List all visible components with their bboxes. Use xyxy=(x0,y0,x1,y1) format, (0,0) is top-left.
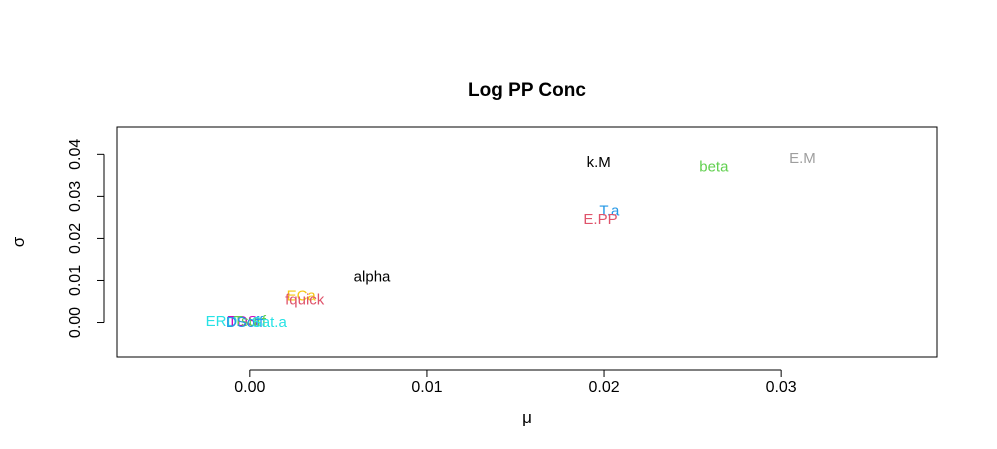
x-tick-label: 0.01 xyxy=(411,379,442,396)
y-tick-label: 0.02 xyxy=(67,223,84,254)
x-axis-label: μ xyxy=(522,408,532,427)
y-tick-label: 0.01 xyxy=(67,265,84,296)
point-label-e-pp: E.PP xyxy=(583,211,617,228)
y-tick-label: 0.03 xyxy=(67,181,84,212)
plot-frame xyxy=(116,126,938,358)
point-label-t-a: T.a xyxy=(599,203,620,220)
y-tick-label: 0.00 xyxy=(67,307,84,338)
point-label-e-m: E.M xyxy=(789,150,816,167)
x-tick-label: 0.00 xyxy=(234,379,265,396)
y-axis: 0.00 0.01 0.02 0.03 0.04 xyxy=(67,139,105,338)
x-tick-label: 0.02 xyxy=(588,379,619,396)
point-label-alpha: alpha xyxy=(354,269,391,286)
y-axis-label: σ xyxy=(9,236,28,247)
point-label-beta: beta xyxy=(699,158,729,175)
point-label-eca: ECa xyxy=(287,288,317,305)
point-label-fquick: fquick xyxy=(285,292,325,309)
point-label-dsoff: DSoff xyxy=(226,314,264,331)
point-label-k-m: k.M xyxy=(587,154,611,171)
chart-title: Log PP Conc xyxy=(468,80,586,101)
point-label-sat-a: Sat.a xyxy=(252,314,288,331)
x-tick-label: 0.03 xyxy=(766,379,797,396)
point-label-tsurf: Tsurf xyxy=(234,313,267,330)
y-tick-label: 0.04 xyxy=(67,139,84,170)
x-axis: 0.00 0.01 0.02 0.03 xyxy=(234,369,797,396)
point-label-erd: ERD xyxy=(206,313,238,330)
point-label-tds: TDS xyxy=(228,313,258,330)
